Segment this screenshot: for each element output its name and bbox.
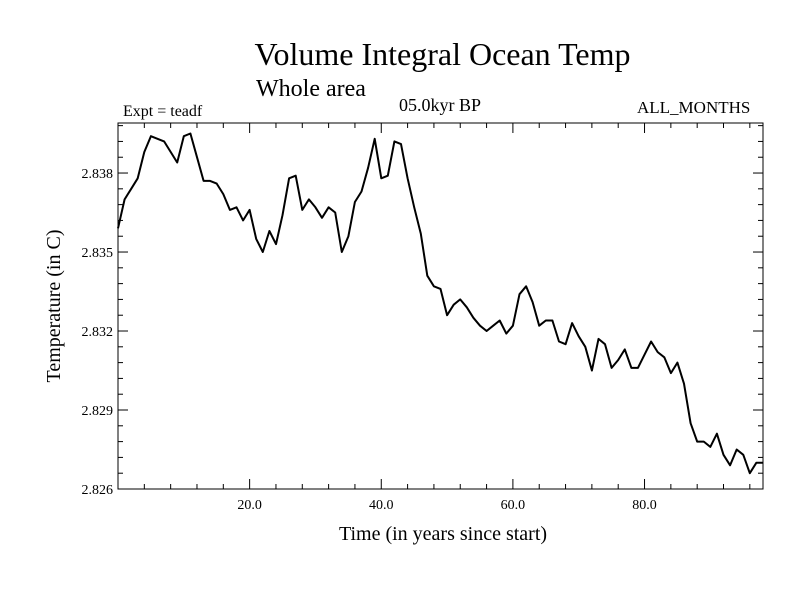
x-tick-label: 60.0 [501,498,526,513]
x-tick-label: 80.0 [632,498,657,513]
y-axis-label: Temperature (in C) [43,230,65,383]
y-tick-label: 2.835 [82,246,114,261]
x-tick-label: 40.0 [369,498,394,513]
experiment-label: Expt = teadf [123,103,203,120]
y-tick-label: 2.826 [82,483,114,498]
x-axis-label: Time (in years since start) [339,523,547,545]
chart-subtitle: Whole area [256,76,366,102]
chart-title: Volume Integral Ocean Temp [254,36,631,72]
y-tick-label: 2.829 [82,404,114,419]
y-tick-label: 2.838 [82,167,114,182]
x-tick-label: 20.0 [237,498,262,513]
y-tick-label: 2.832 [82,325,114,340]
series-line [117,132,763,475]
period-label: 05.0kyr BP [399,95,482,115]
months-label: ALL_MONTHS [637,98,751,117]
tick-labels: 20.0 40.0 60.0 80.0 2.826 2.829 2.832 2.835 2.83… [82,167,657,513]
tick-marks [118,123,763,490]
plot-frame [117,122,764,490]
